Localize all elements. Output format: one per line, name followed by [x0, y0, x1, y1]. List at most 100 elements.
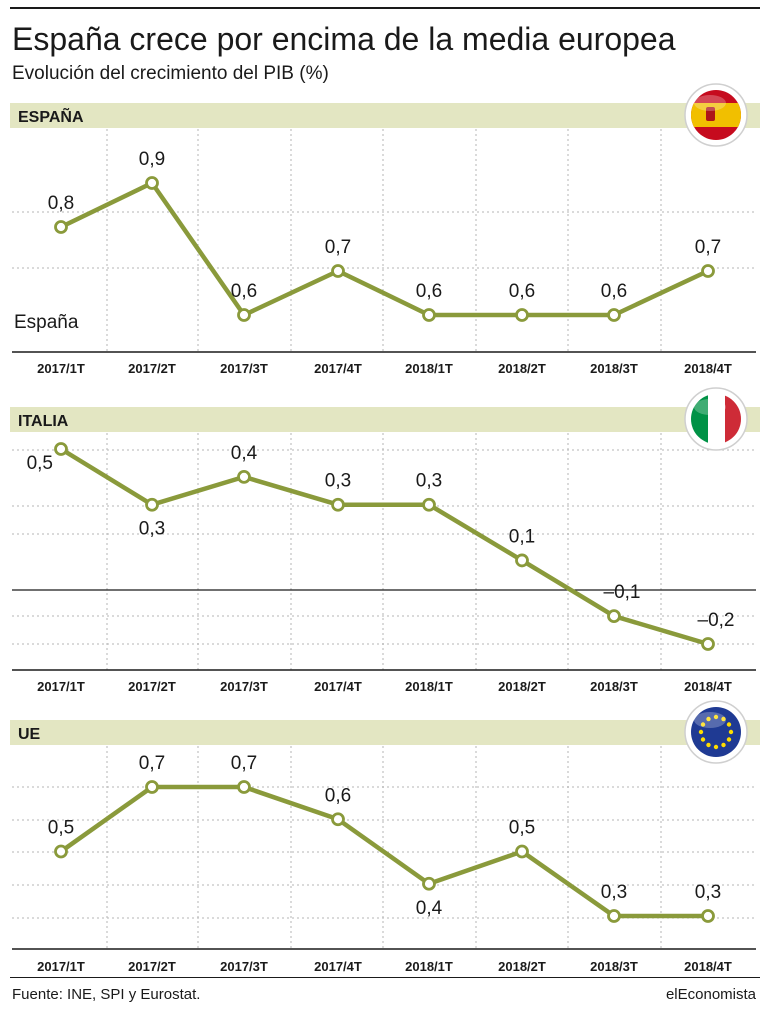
data-point: [515, 308, 529, 322]
eu-star: [700, 722, 706, 727]
flag-white: [708, 394, 725, 444]
eu-star: [706, 742, 711, 748]
data-point: [607, 909, 621, 923]
bottom-rule: [10, 977, 760, 978]
series-line: [58, 784, 711, 919]
flag-green: [691, 394, 708, 444]
data-label: 0,6: [601, 281, 627, 302]
eu-star: [698, 729, 704, 735]
data-label: 0,3: [325, 471, 351, 492]
x-tick-label: 2017/1T: [37, 679, 85, 694]
data-label: –0,2: [698, 610, 735, 631]
data-label: 0,6: [325, 785, 351, 806]
data-label: 0,4: [231, 443, 258, 464]
data-point: [237, 469, 251, 484]
x-tick-label: 2017/3T: [220, 679, 268, 694]
data-point: [422, 497, 436, 512]
flag-yellow: [691, 103, 741, 127]
x-tick-label: 2018/4T: [684, 679, 732, 694]
data-point: [422, 308, 436, 322]
panel-title-band: [10, 103, 760, 128]
flag-gloss: [694, 712, 726, 728]
eu-flag-icon: [691, 707, 741, 757]
panel-title: UE: [18, 726, 41, 743]
eu-star: [713, 714, 719, 720]
eu-star: [706, 716, 711, 722]
data-point: [54, 220, 68, 234]
flag-coat-of-arms: [706, 107, 715, 121]
data-label: 0,1: [509, 526, 535, 547]
page-subtitle: Evolución del crecimiento del PIB (%): [12, 63, 329, 84]
data-point: [331, 264, 345, 278]
data-point: [54, 442, 68, 456]
x-tick-label: 2018/1T: [405, 679, 453, 694]
data-point: [701, 909, 715, 923]
chart-panel-ue: UE 0,5 0,7 0,7 0,6 0,4 0,5 0,3 0,3 2017/1T 2017/2T…: [10, 700, 760, 974]
data-point: [331, 497, 345, 512]
brand-logo-text: elEconomista: [665, 986, 756, 1003]
eu-star: [721, 742, 726, 748]
data-point: [515, 844, 529, 859]
data-label: 0,7: [231, 753, 257, 774]
data-point: [607, 609, 621, 624]
data-point: [237, 780, 251, 794]
x-tick-label: 2018/4T: [684, 959, 732, 974]
eu-star: [700, 737, 706, 742]
x-tick-label: 2017/4T: [314, 679, 362, 694]
data-point: [237, 308, 251, 322]
source-note: Fuente: INE, SPI y Eurostat.: [12, 986, 201, 1003]
eu-star: [713, 744, 719, 750]
x-tick-label: 2017/3T: [220, 959, 268, 974]
x-tick-label: 2017/1T: [37, 361, 85, 376]
panel-title-band: [10, 720, 760, 745]
data-point: [515, 553, 529, 568]
eu-star: [721, 716, 726, 722]
data-label: 0,3: [416, 471, 442, 492]
data-label: 0,5: [48, 818, 74, 839]
chart-panel-italia: ITALIA 0,5 0,3 0,4 0,3 0,3 0,1 –0,1 –0,2 2017/1T 2…: [10, 387, 760, 694]
eu-star: [726, 722, 732, 727]
series-name-label: España: [14, 312, 79, 333]
italy-flag-icon: [691, 394, 741, 444]
x-tick-label: 2018/2T: [498, 679, 546, 694]
flag-gloss: [694, 399, 726, 415]
panel-title: ESPAÑA: [18, 106, 84, 126]
eu-star: [728, 729, 734, 735]
data-point: [607, 308, 621, 322]
x-tick-label: 2018/1T: [405, 959, 453, 974]
chart-panel-españa: ESPAÑA 0,8 0,9 0,6 0,7 0,6 0,6 0,6 0,7 2017/1T 201…: [10, 83, 760, 376]
data-point: [701, 637, 715, 651]
spain-flag-icon: [691, 90, 741, 140]
data-label: 0,3: [601, 882, 627, 903]
data-label: 0,7: [695, 237, 721, 258]
x-tick-label: 2017/2T: [128, 361, 176, 376]
data-point: [145, 176, 159, 190]
eu-star: [726, 737, 732, 742]
x-tick-label: 2018/3T: [590, 959, 638, 974]
data-label: 0,4: [416, 898, 443, 919]
x-tick-label: 2018/2T: [498, 959, 546, 974]
x-tick-label: 2018/3T: [590, 679, 638, 694]
data-point: [145, 497, 159, 512]
x-tick-label: 2018/1T: [405, 361, 453, 376]
data-label: 0,3: [139, 519, 165, 540]
data-point: [701, 264, 715, 278]
flag-red: [725, 394, 741, 444]
x-tick-label: 2017/3T: [220, 361, 268, 376]
x-tick-label: 2017/1T: [37, 959, 85, 974]
x-tick-label: 2018/3T: [590, 361, 638, 376]
series-line: [58, 446, 711, 647]
data-label: 0,3: [695, 882, 721, 903]
x-tick-label: 2017/2T: [128, 959, 176, 974]
x-tick-label: 2018/2T: [498, 361, 546, 376]
panel-title-band: [10, 407, 760, 432]
data-point: [145, 780, 159, 794]
panel-title: ITALIA: [18, 413, 69, 430]
data-label: 0,5: [27, 453, 53, 474]
top-rule: [10, 7, 760, 9]
series-line: [58, 180, 711, 318]
x-tick-label: 2017/4T: [314, 959, 362, 974]
data-label: 0,5: [509, 818, 535, 839]
data-point: [422, 876, 436, 891]
